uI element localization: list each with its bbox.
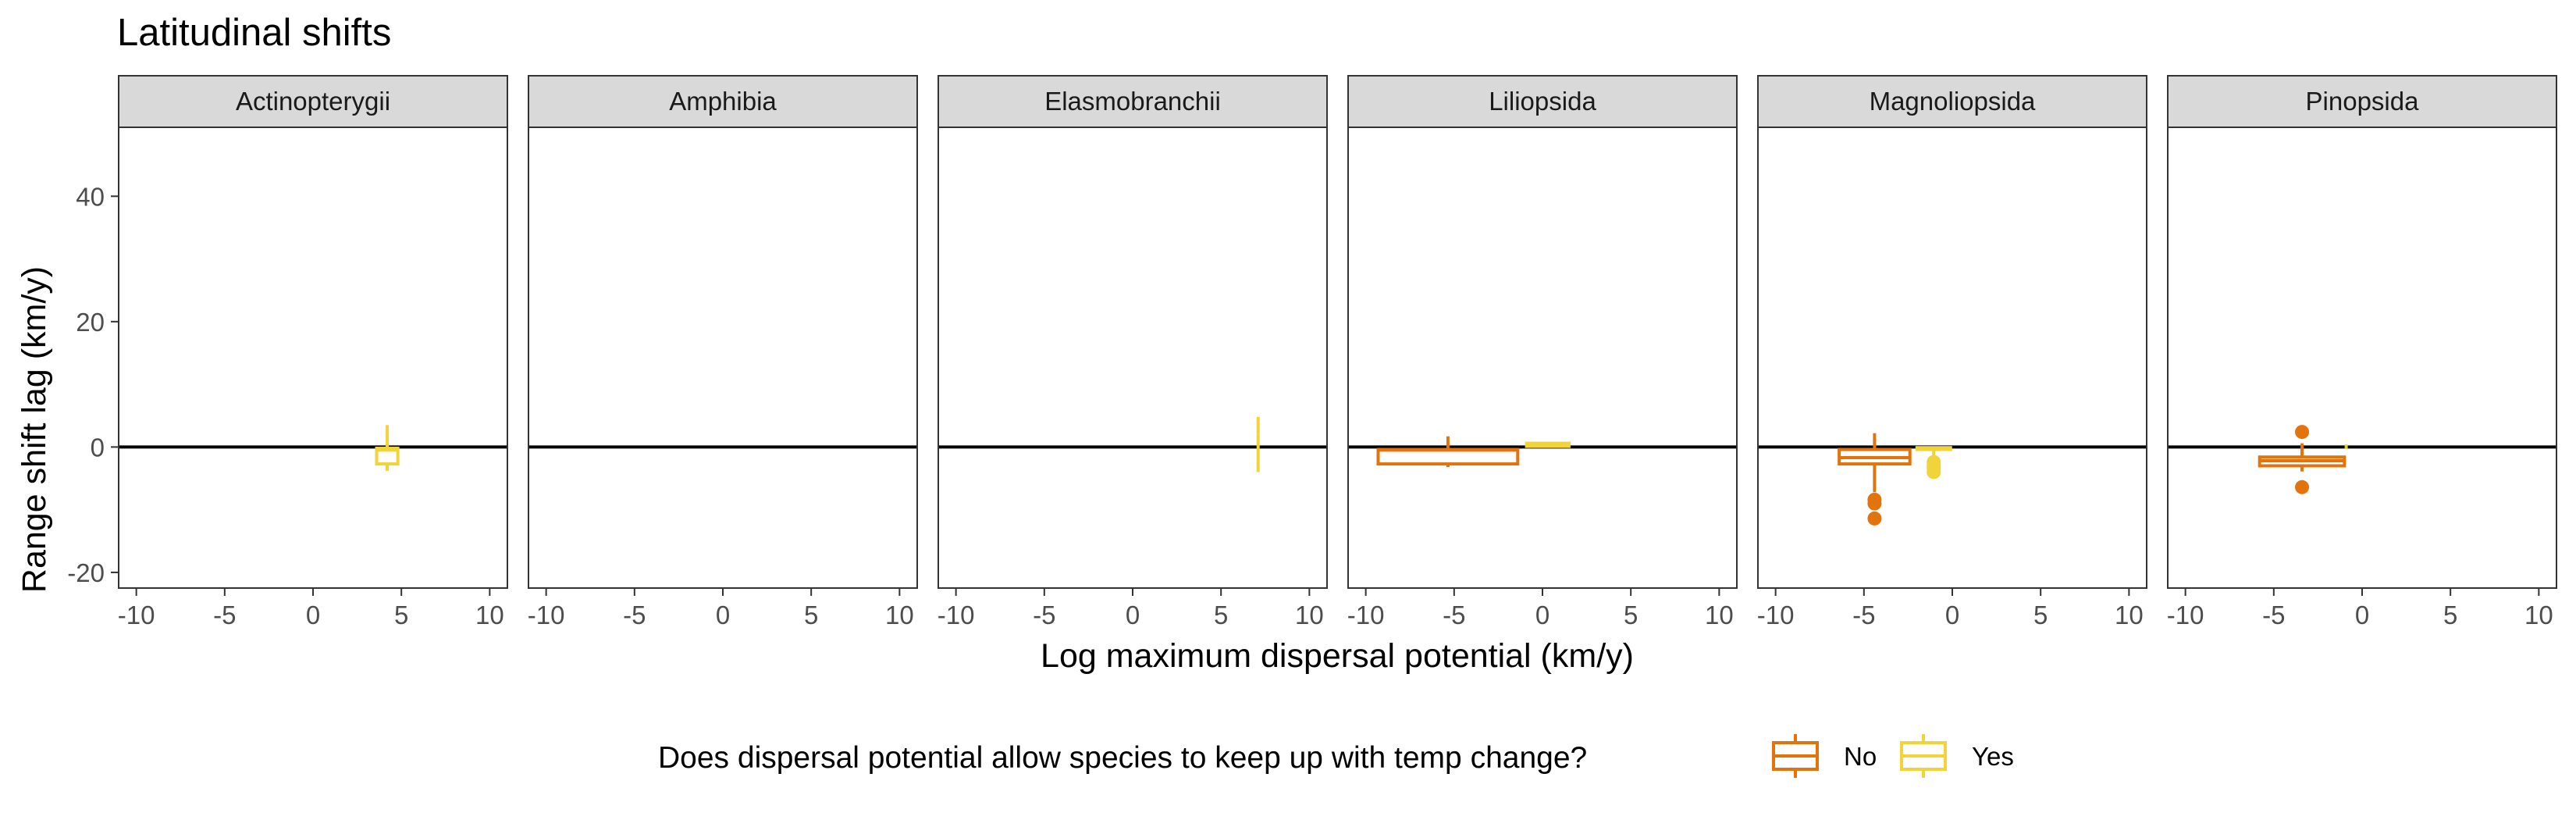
x-tick-label: 5 (2443, 601, 2457, 629)
x-tick-label: 10 (2524, 601, 2553, 629)
x-tick-label: 10 (1705, 601, 1734, 629)
x-tick-label: 0 (1126, 601, 1140, 629)
facet-strip-label: Actinopterygii (236, 87, 390, 116)
outlier-point (1867, 496, 1882, 511)
box-no (1376, 436, 1520, 468)
x-tick-label: -10 (1757, 601, 1795, 629)
facet-actinopterygii: Actinopterygii -10 -5 0 5 10 (118, 75, 508, 629)
facet-strip-label: Magnoliopsida (1870, 87, 2036, 116)
legend: Does dispersal potential allow species t… (658, 734, 2014, 778)
x-tick-label: -5 (2262, 601, 2285, 629)
x-tick-label: 0 (1535, 601, 1550, 629)
facet-elasmobranchii: Elasmobranchii -10 -5 0 5 10 (938, 75, 1328, 629)
x-tick-label: -5 (1033, 601, 1055, 629)
chart-title: Latitudinal shifts (117, 12, 391, 54)
panel-background (1348, 127, 1737, 588)
x-tick-label: -5 (1852, 601, 1875, 629)
box-yes (1915, 446, 1952, 480)
outlier-point (1927, 465, 1941, 480)
legend-title: Does dispersal potential allow species t… (658, 741, 1587, 775)
facet-strip-label: Pinopsida (2306, 87, 2420, 116)
facet-liliopsida: Liliopsida -10 -5 0 5 10 (1347, 75, 1738, 629)
outlier-point (2295, 425, 2310, 440)
x-tick-label: 5 (804, 601, 818, 629)
panel-background (528, 127, 917, 588)
x-axis-title: Log maximum dispersal potential (km/y) (1041, 637, 1634, 675)
x-tick-label: 0 (306, 601, 320, 629)
x-tick-label: 5 (394, 601, 408, 629)
x-tick-label: -5 (623, 601, 646, 629)
x-tick-label: 0 (2355, 601, 2369, 629)
x-tick-label: 10 (1295, 601, 1324, 629)
x-tick-label: 10 (885, 601, 914, 629)
legend-item-yes: Yes (1900, 734, 2014, 778)
x-tick-label: 5 (1624, 601, 1638, 629)
y-axis: -20 0 20 40 (67, 182, 119, 587)
x-tick-label: -10 (2167, 601, 2204, 629)
facet-strip-label: Liliopsida (1489, 87, 1596, 116)
facet-strip-label: Elasmobranchii (1044, 87, 1221, 116)
x-tick-label: 5 (2033, 601, 2048, 629)
panel-background (2168, 127, 2556, 588)
x-tick-label: 10 (2115, 601, 2144, 629)
y-tick-label: 40 (76, 182, 105, 211)
x-tick-label: 10 (475, 601, 504, 629)
x-tick-label: -10 (528, 601, 565, 629)
x-tick-label: -5 (1443, 601, 1465, 629)
legend-item-label: Yes (1972, 742, 2014, 771)
panel-background (1758, 127, 2147, 588)
y-axis-title: Range shift lag (km/y) (16, 266, 53, 593)
x-tick-label: -10 (118, 601, 155, 629)
y-tick-label: -20 (67, 558, 105, 587)
x-tick-label: -5 (213, 601, 236, 629)
box-iqr (375, 446, 400, 466)
panel-background (938, 127, 1327, 588)
outlier-point (2295, 480, 2310, 494)
outlier-point (1867, 511, 1882, 526)
facet-magnoliopsida: Magnoliopsida -10 -5 0 5 10 (1757, 75, 2147, 629)
facet-panels: Actinopterygii -10 -5 0 5 10 Amphibia -10 -5 0 5 10… (118, 75, 2557, 629)
facet-strip-label: Amphibia (669, 87, 777, 116)
facet-strip (1347, 75, 1738, 128)
x-tick-label: -10 (938, 601, 975, 629)
panel-background (119, 127, 507, 588)
x-tick-label: 0 (1945, 601, 1959, 629)
facet-amphibia: Amphibia -10 -5 0 5 10 (528, 75, 918, 629)
box-yes (1525, 441, 1571, 448)
x-tick-label: 0 (716, 601, 730, 629)
facet-pinopsida: Pinopsida -10 -5 0 5 10 (2167, 75, 2557, 629)
legend-item-no: No (1772, 734, 1877, 778)
box-no (1838, 433, 1912, 526)
legend-item-label: No (1844, 742, 1877, 771)
x-tick-label: -10 (1347, 601, 1385, 629)
y-tick-label: 0 (91, 433, 105, 462)
facet-strip (1757, 75, 2147, 128)
x-tick-label: 5 (1214, 601, 1228, 629)
box-no (2258, 425, 2347, 494)
box-yes (375, 425, 400, 471)
y-tick-label: 20 (76, 308, 105, 337)
facet-strip (118, 75, 508, 128)
facet-strip (2167, 75, 2557, 128)
